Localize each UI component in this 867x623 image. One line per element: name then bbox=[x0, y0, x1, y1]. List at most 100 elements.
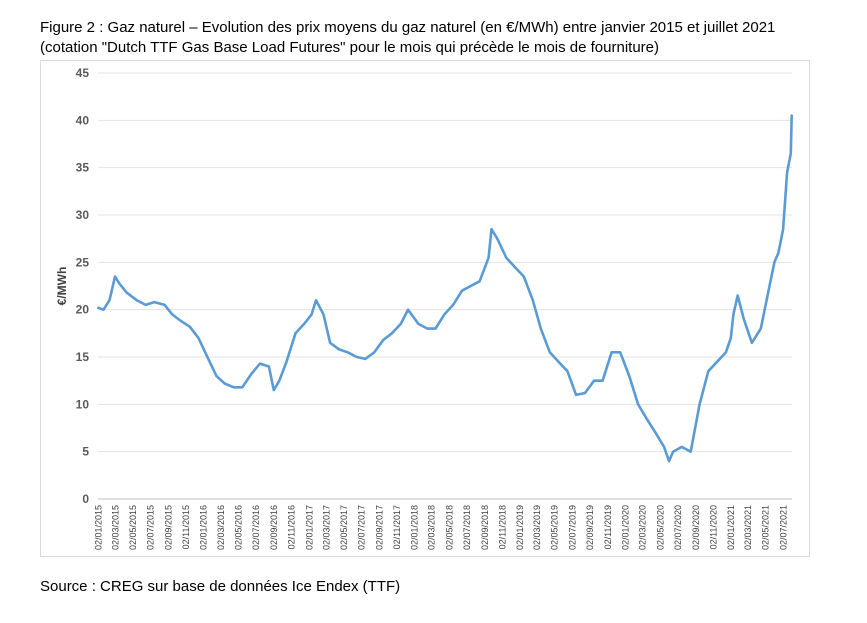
data-point bbox=[310, 313, 313, 316]
data-point bbox=[707, 370, 710, 373]
data-point bbox=[557, 360, 560, 363]
x-tick-label: 02/01/2016 bbox=[199, 505, 209, 550]
x-tick-label: 02/07/2021 bbox=[778, 505, 788, 550]
data-point bbox=[736, 294, 739, 297]
data-point bbox=[97, 307, 100, 309]
data-point bbox=[487, 256, 490, 259]
chart-frame bbox=[40, 60, 810, 557]
data-point bbox=[540, 327, 542, 330]
x-tick-label: 02/03/2020 bbox=[638, 505, 648, 550]
data-point bbox=[628, 375, 630, 377]
y-tick-label: 0 bbox=[82, 492, 89, 506]
data-point bbox=[426, 327, 429, 330]
x-tick-label: 02/11/2015 bbox=[181, 505, 191, 549]
x-tick-label: 02/09/2016 bbox=[269, 505, 279, 550]
data-point bbox=[118, 282, 120, 285]
x-tick-label: 02/03/2019 bbox=[532, 505, 542, 550]
x-tick-label: 02/07/2015 bbox=[146, 505, 156, 550]
data-point bbox=[102, 308, 105, 311]
data-point bbox=[637, 403, 639, 406]
x-tick-label: 02/11/2019 bbox=[603, 505, 613, 549]
data-point bbox=[322, 313, 325, 316]
figure-caption: Figure 2 : Gaz naturel – Evolution des p… bbox=[40, 18, 860, 58]
data-point bbox=[303, 323, 305, 325]
data-point bbox=[782, 228, 784, 230]
x-tick-label: 02/11/2018 bbox=[497, 505, 507, 549]
x-tick-label: 02/03/2017 bbox=[321, 505, 331, 550]
data-point bbox=[532, 299, 534, 302]
data-point bbox=[382, 339, 385, 341]
data-point bbox=[790, 152, 792, 155]
data-point bbox=[461, 289, 463, 292]
data-point bbox=[730, 337, 732, 339]
data-point bbox=[645, 417, 648, 420]
data-point bbox=[417, 323, 420, 325]
y-tick-label: 40 bbox=[76, 113, 90, 127]
data-point bbox=[469, 285, 472, 287]
data-point bbox=[315, 299, 317, 302]
y-tick-label: 15 bbox=[76, 350, 90, 364]
data-point bbox=[285, 360, 288, 363]
data-point bbox=[215, 375, 218, 377]
data-point bbox=[760, 327, 762, 330]
data-point bbox=[278, 379, 281, 382]
data-point bbox=[171, 313, 173, 316]
y-tick-label: 30 bbox=[76, 208, 90, 222]
x-tick-label: 02/07/2016 bbox=[251, 505, 261, 550]
x-tick-label: 02/11/2020 bbox=[708, 505, 718, 549]
data-point bbox=[549, 351, 551, 354]
data-point bbox=[294, 332, 297, 335]
x-tick-label: 02/01/2021 bbox=[726, 505, 736, 550]
x-tick-label: 02/07/2019 bbox=[567, 505, 577, 550]
data-point bbox=[135, 299, 138, 302]
caption-line-1: Figure 2 : Gaz naturel – Evolution des p… bbox=[40, 19, 776, 36]
x-tick-label: 02/05/2018 bbox=[444, 505, 454, 550]
data-point bbox=[593, 379, 595, 382]
x-tick-label: 02/09/2019 bbox=[585, 505, 595, 550]
data-point bbox=[584, 392, 586, 394]
data-point bbox=[725, 351, 727, 354]
data-point bbox=[144, 304, 147, 306]
x-tick-label: 02/03/2015 bbox=[110, 505, 120, 550]
x-tick-label: 02/09/2015 bbox=[163, 505, 173, 550]
data-point bbox=[153, 301, 156, 303]
data-point bbox=[268, 365, 270, 368]
data-point bbox=[716, 360, 718, 363]
data-point bbox=[180, 320, 182, 322]
x-tick-label: 02/05/2016 bbox=[234, 505, 244, 550]
x-tick-label: 02/01/2020 bbox=[620, 505, 630, 550]
data-point bbox=[355, 356, 358, 358]
data-point bbox=[232, 386, 235, 389]
x-tick-label: 02/09/2018 bbox=[480, 505, 490, 550]
data-point bbox=[163, 304, 166, 306]
data-point bbox=[786, 171, 788, 174]
data-point bbox=[373, 351, 376, 354]
data-point bbox=[391, 332, 393, 335]
y-tick-label: 20 bbox=[76, 303, 90, 317]
y-tick-label: 10 bbox=[76, 397, 90, 411]
data-point bbox=[241, 386, 244, 389]
data-point bbox=[601, 379, 604, 382]
y-axis-label: €/MWh bbox=[55, 267, 69, 306]
x-tick-label: 02/05/2020 bbox=[655, 505, 665, 550]
data-point bbox=[496, 237, 499, 240]
data-point bbox=[698, 403, 701, 406]
x-tick-label: 02/05/2015 bbox=[128, 505, 138, 550]
data-point bbox=[407, 308, 409, 311]
caption-line-2: (cotation "Dutch TTF Gas Base Load Futur… bbox=[40, 39, 659, 56]
data-point bbox=[523, 275, 525, 278]
data-point bbox=[751, 342, 753, 344]
data-point bbox=[505, 256, 508, 259]
data-point bbox=[514, 266, 516, 268]
y-tick-label: 35 bbox=[76, 161, 90, 175]
data-point bbox=[490, 228, 493, 230]
y-tick-label: 5 bbox=[82, 445, 89, 459]
data-point bbox=[400, 323, 402, 325]
data-point bbox=[575, 394, 577, 396]
data-point bbox=[443, 313, 446, 316]
x-tick-label: 02/07/2017 bbox=[357, 505, 367, 550]
source-note: Source : CREG sur base de données Ice En… bbox=[40, 578, 401, 595]
data-point bbox=[259, 362, 261, 365]
x-tick-label: 02/01/2015 bbox=[93, 505, 103, 550]
data-point bbox=[338, 348, 340, 351]
